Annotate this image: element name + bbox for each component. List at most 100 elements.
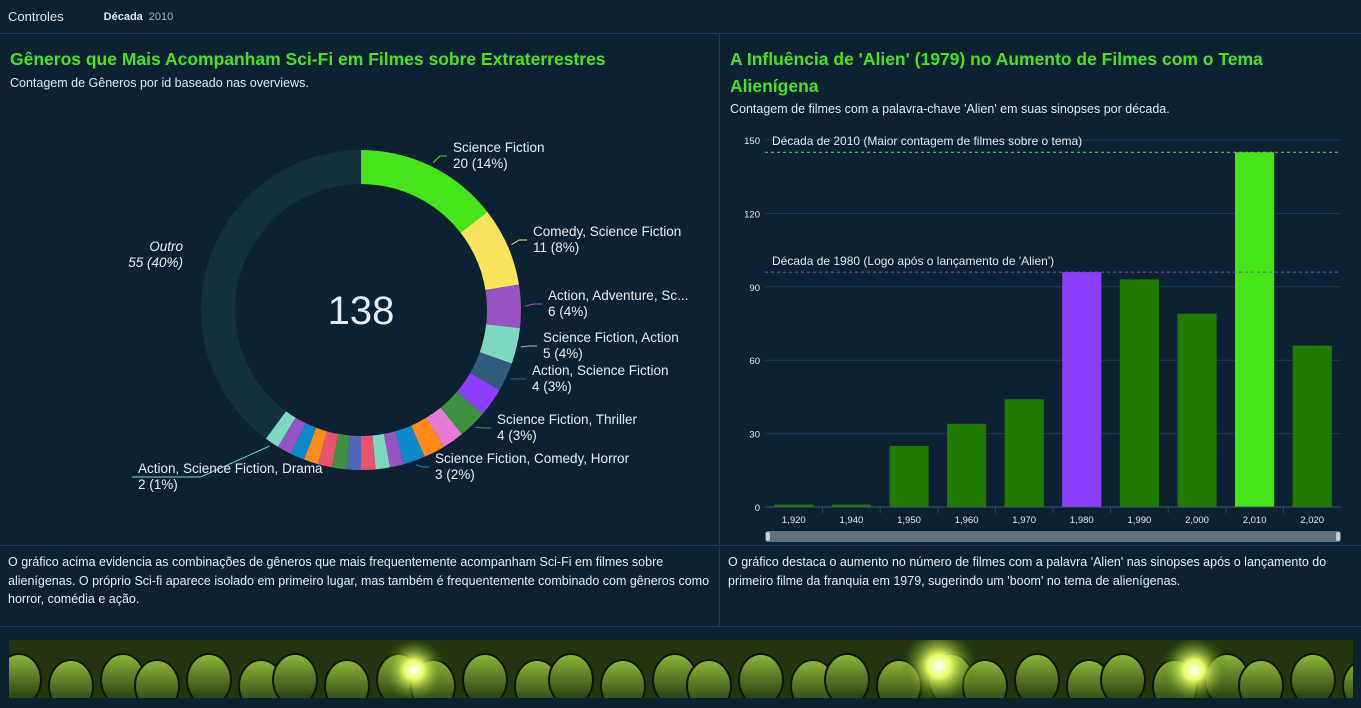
- egg-shape: [462, 653, 508, 698]
- decade-bar[interactable]: [774, 504, 814, 507]
- egg-shape: [738, 653, 784, 698]
- chart-scrollbar[interactable]: [765, 531, 1341, 542]
- egg-shape: [186, 653, 232, 698]
- donut-total: 138: [328, 289, 395, 333]
- egg-shape: [548, 653, 594, 698]
- y-tick-label: 60: [749, 356, 760, 367]
- slice-label-value: 4 (3%): [532, 379, 572, 394]
- donut-slice[interactable]: [361, 435, 376, 471]
- slice-label-name: Science Fiction, Action: [543, 330, 679, 345]
- donut-slice[interactable]: [383, 431, 405, 468]
- slice-label-value: 20 (14%): [453, 156, 508, 171]
- decade-bar[interactable]: [1235, 152, 1275, 507]
- alien-eggs-banner-image: [9, 640, 1353, 698]
- scrollbar-handle-right[interactable]: [1336, 532, 1340, 541]
- genres-chart-subtitle: Contagem de Gêneros por id baseado nas o…: [10, 76, 309, 90]
- slice-label-name: Science Fiction, Thriller: [497, 412, 638, 427]
- decade-bar[interactable]: [1119, 279, 1159, 507]
- x-tick-label: 1,920: [782, 515, 806, 526]
- genres-panel: Gêneros que Mais Acompanham Sci-Fi em Fi…: [0, 34, 720, 546]
- egg-shape: [824, 653, 870, 698]
- slice-label-name: Science Fiction, Comedy, Horror: [435, 451, 630, 466]
- banner-art: [9, 640, 1353, 698]
- donut-slice[interactable]: [265, 411, 296, 447]
- donut-slice[interactable]: [317, 431, 339, 468]
- donut-slice[interactable]: [332, 433, 350, 470]
- donut-slice[interactable]: [485, 284, 521, 329]
- slice-label-name: Outro: [149, 239, 183, 254]
- x-tick-label: 1,970: [1012, 515, 1036, 526]
- egg-shape: [9, 653, 42, 698]
- donut-slice[interactable]: [456, 373, 500, 414]
- egg-shape: [600, 659, 646, 698]
- slice-label-value: 6 (4%): [548, 304, 588, 319]
- donut-slice[interactable]: [346, 435, 361, 471]
- y-tick-label: 150: [744, 136, 760, 147]
- slice-label-value: 4 (3%): [497, 428, 537, 443]
- y-tick-label: 0: [755, 503, 760, 514]
- slice-label: Action, Adventure, Sc...6 (4%): [524, 288, 688, 319]
- donut-slice[interactable]: [277, 417, 306, 454]
- egg-shape: [324, 659, 370, 698]
- donut-slice[interactable]: [411, 417, 445, 457]
- slice-label-name: Action, Adventure, Sc...: [548, 288, 688, 303]
- decade-filter[interactable]: Década 2010: [104, 11, 174, 23]
- slice-label-name: Action, Science Fiction, Drama: [138, 461, 323, 476]
- egg-shape: [134, 659, 180, 698]
- x-tick-label: 1,950: [897, 515, 921, 526]
- donut-slice[interactable]: [372, 433, 390, 470]
- decade-bar[interactable]: [947, 423, 987, 507]
- donut-slice[interactable]: [290, 423, 317, 460]
- donut-slice[interactable]: [479, 324, 520, 364]
- x-tick-label: 1,940: [840, 515, 864, 526]
- slice-label-name: Science Fiction: [453, 140, 545, 155]
- donut-slice[interactable]: [361, 150, 488, 233]
- decades-chart-title: A Influência de 'Alien' (1979) no Aument…: [730, 49, 1263, 96]
- controls-toggle[interactable]: Controles: [8, 9, 64, 24]
- donut-slice[interactable]: [460, 211, 519, 291]
- slice-label-value: 3 (2%): [435, 467, 475, 482]
- controls-bar: Controles Década 2010: [0, 0, 1361, 34]
- genres-description: O gráfico acima evidencia as combinações…: [0, 547, 720, 627]
- decades-bar-chart[interactable]: 0 30 60 90 120 150 1,920 1,940 1,950 1,960 1,970 1,…: [720, 34, 1361, 545]
- decade-bar[interactable]: [831, 504, 871, 507]
- egg-shape: [686, 659, 732, 698]
- decade-bar[interactable]: [1292, 345, 1332, 507]
- decade-bar[interactable]: [1062, 272, 1102, 507]
- decade-bar[interactable]: [889, 445, 929, 507]
- reference-line-label: Década de 1980 (Logo após o lançamento d…: [772, 254, 1054, 268]
- donut-slice[interactable]: [304, 427, 328, 465]
- y-tick-label: 30: [749, 430, 760, 441]
- egg-shape: [1100, 653, 1146, 698]
- donut-slice[interactable]: [426, 407, 462, 447]
- egg-shape: [1290, 653, 1336, 698]
- egg-shape: [272, 653, 318, 698]
- decade-bar[interactable]: [1177, 313, 1217, 507]
- x-tick-label: 1,990: [1128, 515, 1152, 526]
- donut-slice[interactable]: [440, 391, 483, 435]
- y-tick-label: 120: [744, 209, 760, 220]
- reference-line-label: Década de 2010 (Maior contagem de filmes…: [772, 134, 1082, 148]
- donut-slice[interactable]: [394, 425, 425, 465]
- decade-bar[interactable]: [1004, 399, 1044, 507]
- x-tick-label: 2,010: [1243, 515, 1267, 526]
- donut-slice[interactable]: [470, 352, 512, 390]
- egg-shape: [1238, 659, 1284, 698]
- slice-label-value: 5 (4%): [543, 346, 583, 361]
- decades-description: O gráfico destaca o aumento no número de…: [720, 547, 1361, 627]
- slice-label-name: Comedy, Science Fiction: [533, 224, 681, 239]
- egg-shape: [1014, 653, 1060, 698]
- x-tick-label: 1,980: [1070, 515, 1094, 526]
- slice-label-value: 55 (40%): [128, 255, 183, 270]
- slice-label-value: 2 (1%): [138, 477, 178, 492]
- decade-filter-value[interactable]: 2010: [148, 10, 174, 23]
- genres-chart-title: Gêneros que Mais Acompanham Sci-Fi em Fi…: [10, 49, 606, 69]
- scrollbar-handle-left[interactable]: [766, 532, 770, 541]
- donut-slice[interactable]: [200, 150, 361, 439]
